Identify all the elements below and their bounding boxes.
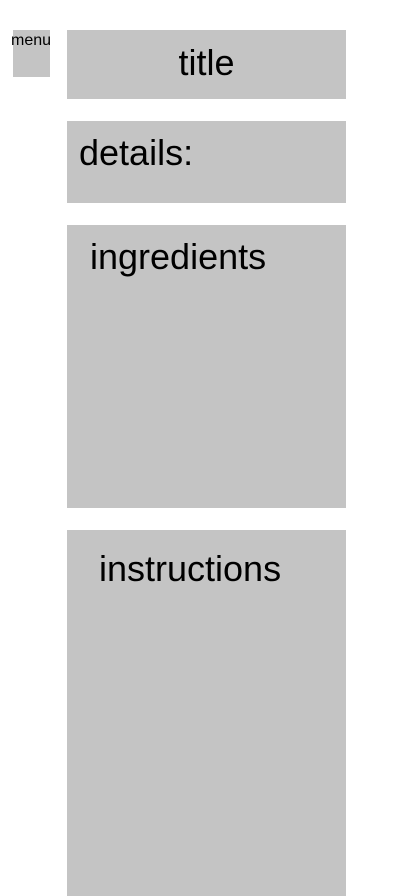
ingredients-label: ingredients (90, 236, 267, 277)
details-label: details: (79, 132, 194, 173)
page-title: title (178, 42, 235, 83)
instructions-label: instructions (99, 548, 282, 589)
menu-button[interactable]: menu (11, 30, 52, 77)
instructions-section: instructions (67, 530, 346, 896)
ingredients-section: ingredients (67, 225, 346, 508)
title-box: title (67, 30, 346, 99)
details-section: details: (67, 121, 346, 203)
menu-label: menu (11, 32, 52, 49)
